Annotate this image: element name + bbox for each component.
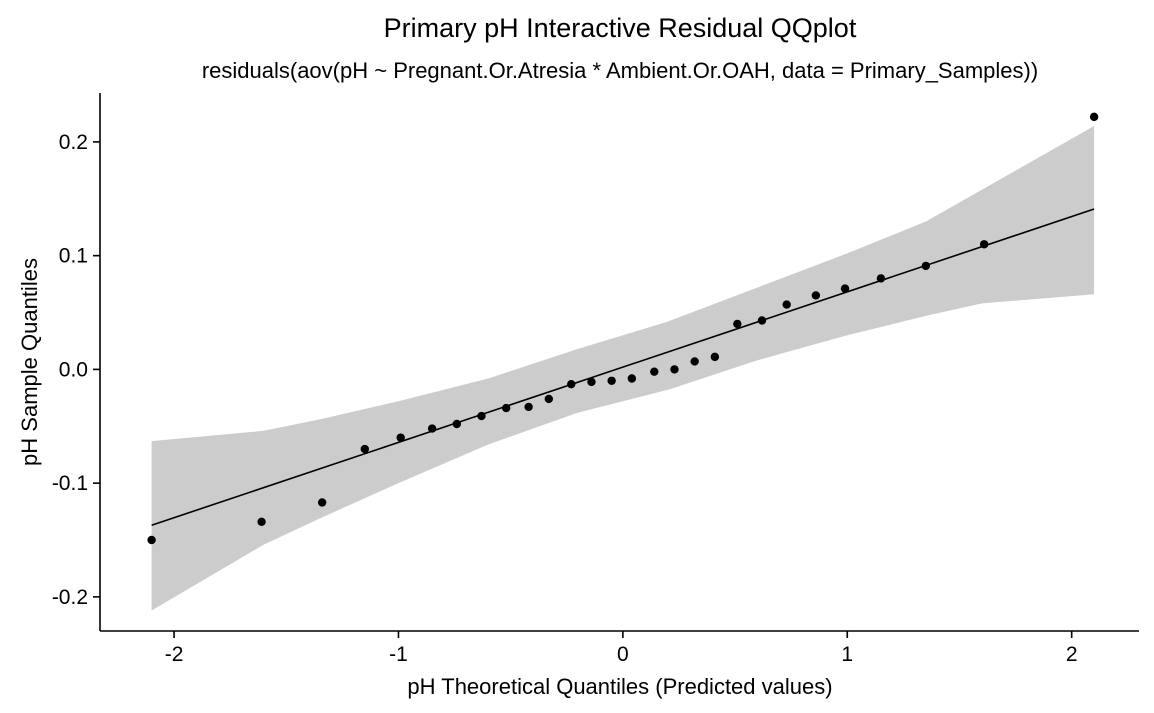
data-points-layer [147, 112, 1099, 545]
data-point [811, 291, 821, 300]
data-point [607, 376, 616, 385]
x-tick-label: -2 [165, 643, 184, 666]
data-point [396, 433, 405, 442]
chart-subtitle: residuals(aov(pH ~ Pregnant.Or.Atresia *… [202, 58, 1038, 83]
data-point [360, 444, 369, 454]
chart-title: Primary pH Interactive Residual QQplot [384, 13, 857, 43]
x-ticks: -2 -1 0 1 2 [165, 631, 1078, 666]
data-point [501, 403, 511, 413]
data-point [477, 411, 486, 421]
data-point [567, 379, 576, 389]
data-point [921, 261, 931, 271]
y-tick-label: -0.2 [52, 586, 88, 609]
data-point [452, 419, 462, 429]
data-point [524, 402, 533, 412]
data-point [690, 357, 699, 366]
y-axis-label: pH Sample Quantiles [17, 258, 42, 466]
y-tick-label: 0.2 [59, 131, 88, 154]
data-point [733, 319, 742, 329]
data-point [257, 517, 266, 527]
data-point [317, 498, 327, 507]
data-point [587, 377, 596, 387]
data-point [670, 365, 679, 374]
y-tick-label: -0.1 [52, 472, 88, 495]
x-tick-label: 2 [1066, 643, 1078, 666]
data-point [757, 316, 767, 325]
confidence-band [151, 126, 1095, 611]
y-ticks: -0.2 -0.1 0.0 0.1 0.2 [52, 131, 100, 609]
y-tick-label: 0.1 [59, 245, 88, 268]
data-point [427, 424, 437, 433]
data-point [979, 240, 989, 249]
data-point [627, 374, 637, 383]
data-point [1089, 112, 1099, 122]
data-point [710, 352, 720, 362]
y-tick-label: 0.0 [59, 358, 88, 381]
x-tick-label: 1 [841, 643, 853, 666]
reference-line-layer [151, 208, 1095, 526]
data-point [544, 394, 554, 404]
confidence-band-layer [151, 126, 1095, 611]
data-point [650, 367, 659, 376]
data-point [147, 535, 156, 545]
x-tick-label: 0 [617, 643, 629, 666]
x-axis-label: pH Theoretical Quantiles (Predicted valu… [407, 674, 832, 699]
data-point [876, 274, 886, 283]
data-point [782, 300, 791, 309]
x-tick-label: -1 [389, 643, 408, 666]
qq-reference-line [151, 208, 1095, 526]
data-point [840, 284, 850, 293]
